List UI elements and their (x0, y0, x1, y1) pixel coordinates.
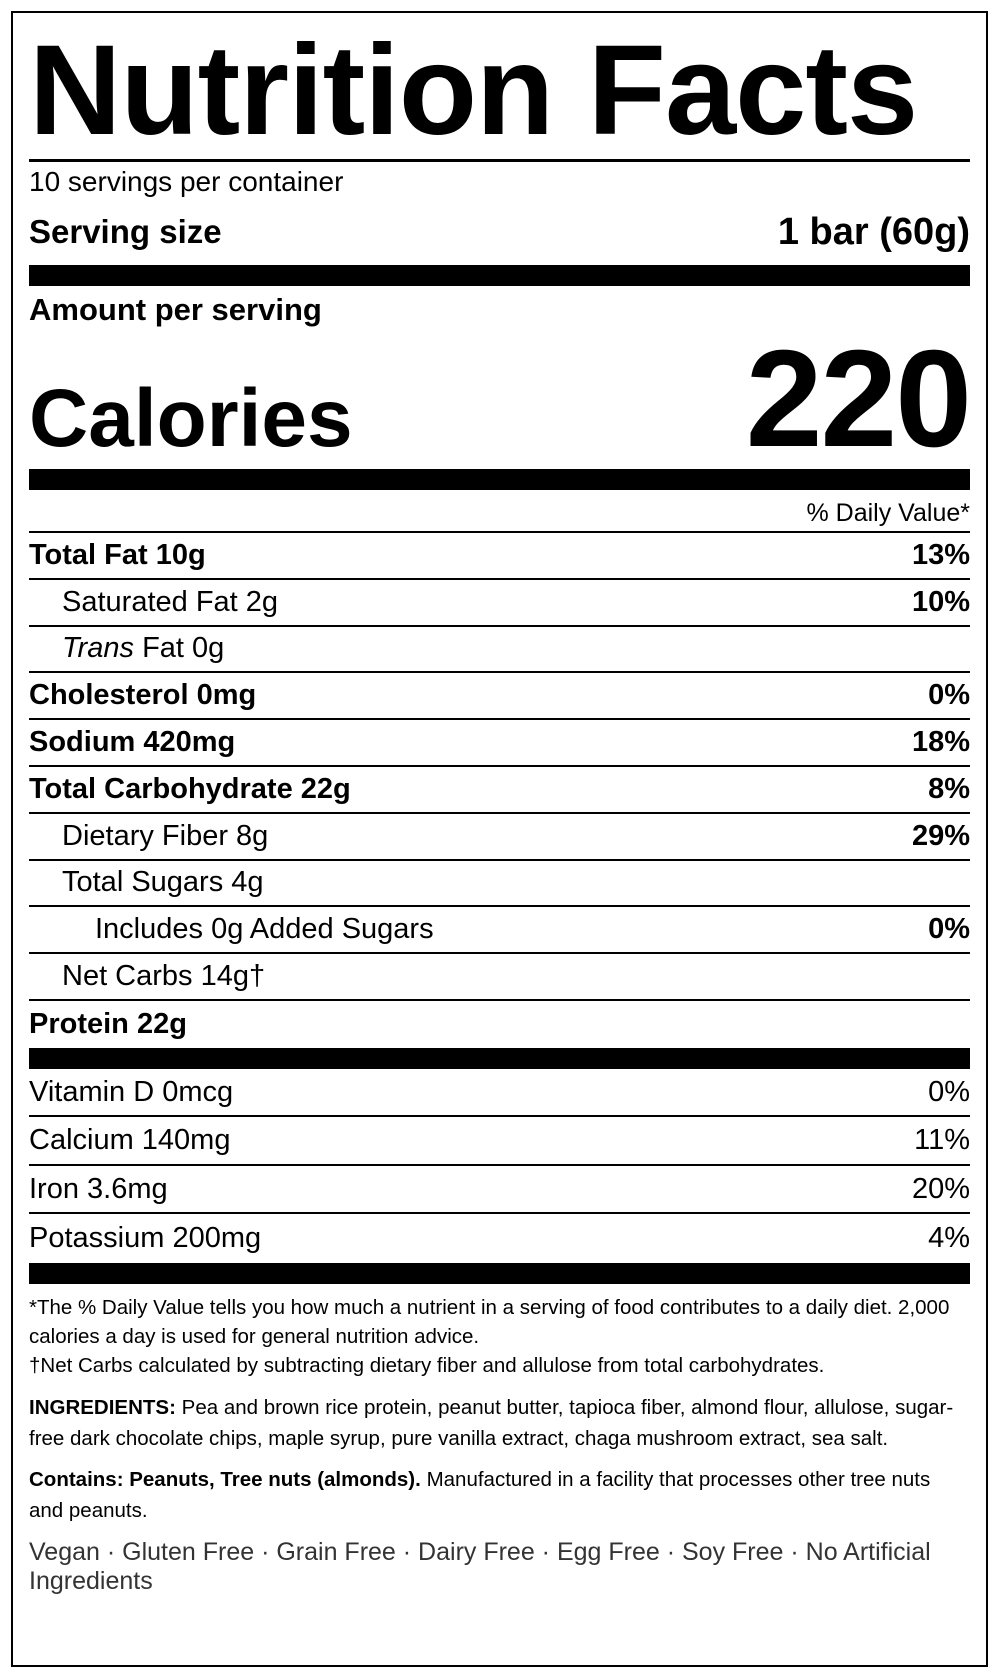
nutrient-dv: 0% (928, 913, 970, 946)
nutrient-dv: 8% (928, 772, 970, 805)
divider (29, 265, 970, 286)
nutrient-label: Total Carbohydrate 22g (29, 772, 351, 805)
vitamin-row: Iron 3.6mg 20% (29, 1166, 970, 1215)
contains: Contains: Peanuts, Tree nuts (almonds). M… (29, 1464, 970, 1526)
contains-text: Manufactured in a facility that processe… (29, 1467, 931, 1522)
nutrient-label: Saturated Fat 2g (62, 585, 279, 618)
vitamin-label: Iron 3.6mg (29, 1172, 168, 1205)
nutrient-row: Net Carbs 14g† (29, 954, 970, 1001)
title: Nutrition Facts (29, 13, 970, 162)
vitamin-dv: 0% (928, 1075, 970, 1108)
dv-header: % Daily Value* (29, 490, 970, 533)
nutrient-row: Protein 22g (29, 1001, 970, 1048)
vitamin-dv: 20% (911, 1172, 970, 1205)
nutrient-dv: 13% (911, 538, 970, 571)
serving-size-value: 1 bar (60g) (777, 210, 970, 253)
contains-label: Contains: Peanuts, Tree nuts (almonds). (29, 1467, 421, 1491)
nutrient-row: Saturated Fat 2g 10% (29, 580, 970, 627)
footnotes: *The % Daily Value tells you how much a … (29, 1284, 970, 1380)
divider (29, 1047, 970, 1069)
divider (29, 469, 970, 490)
nutrient-row: Total Fat 10g 13% (29, 533, 970, 580)
claims: Vegan · Gluten Free · Grain Free · Dairy… (29, 1537, 931, 1595)
nutrient-label: Protein 22g (29, 1007, 187, 1040)
vitamin-label: Potassium 200mg (29, 1222, 262, 1255)
footnote: *The % Daily Value tells you how much a … (29, 1295, 950, 1348)
divider (29, 1262, 970, 1284)
nutrient-dv: 0% (928, 679, 970, 712)
ingredients-label: INGREDIENTS: (29, 1395, 176, 1419)
nutrient-label: Dietary Fiber 8g (62, 819, 269, 852)
calories-label: Calories (29, 373, 353, 464)
nutrient-label: Total Sugars 4g (62, 866, 264, 899)
nutrient-label: Includes 0g Added Sugars (95, 913, 434, 946)
calories-row: Calories 220 (29, 322, 972, 476)
nutrient-label: Sodium 420mg (29, 726, 236, 759)
nutrient-label-rest: Fat 0g (142, 632, 225, 665)
ingredients-text: Pea and brown rice protein, peanut butte… (29, 1395, 954, 1450)
nutrient-dv: 10% (911, 585, 970, 618)
nutrient-label: Cholesterol 0mg (29, 679, 257, 712)
calories-value: 220 (745, 322, 972, 476)
nutrient-row: Dietary Fiber 8g 29% (29, 814, 970, 861)
vitamin-dv: 11% (914, 1124, 970, 1157)
serving-size-row: Serving size 1 bar (60g) (29, 202, 970, 262)
nutrient-label: Net Carbs 14g† (62, 960, 266, 993)
amount-per-serving: Amount per serving (29, 292, 322, 327)
nutrient-dv: 29% (911, 819, 970, 852)
servings: 10 servings per container (29, 166, 344, 197)
vitamin-label: Calcium 140mg (29, 1124, 231, 1157)
vitamin-row: Calcium 140mg 11% (29, 1117, 970, 1166)
nutrient-row: Total Carbohydrate 22g 8% (29, 767, 970, 814)
nutrient-label: Trans Fat 0g (29, 632, 224, 665)
vitamin-label: Vitamin D 0mcg (29, 1075, 234, 1108)
nutrient-row: Total Sugars 4g (29, 861, 970, 908)
vitamin-row: Vitamin D 0mcg 0% (29, 1069, 970, 1118)
vitamin-dv: 4% (928, 1222, 970, 1255)
nutrient-dv: 18% (911, 726, 970, 759)
footnote: †Net Carbs calculated by subtracting die… (29, 1353, 825, 1377)
nutrient-row: Cholesterol 0mg 0% (29, 673, 970, 721)
nutrient-row: Trans Fat 0g (29, 627, 970, 674)
vitamin-row: Potassium 200mg 4% (29, 1214, 970, 1263)
nutrient-row: Sodium 420mg 18% (29, 720, 970, 767)
nutrient-label-italic: Trans (62, 632, 134, 665)
serving-size-label: Serving size (29, 213, 222, 250)
nutrition-label: Nutrition Facts 10 servings per containe… (11, 11, 988, 1667)
nutrient-label: Total Fat 10g (29, 538, 206, 571)
nutrient-row: Includes 0g Added Sugars 0% (29, 907, 970, 955)
ingredients: INGREDIENTS: Pea and brown rice protein, … (29, 1392, 970, 1454)
